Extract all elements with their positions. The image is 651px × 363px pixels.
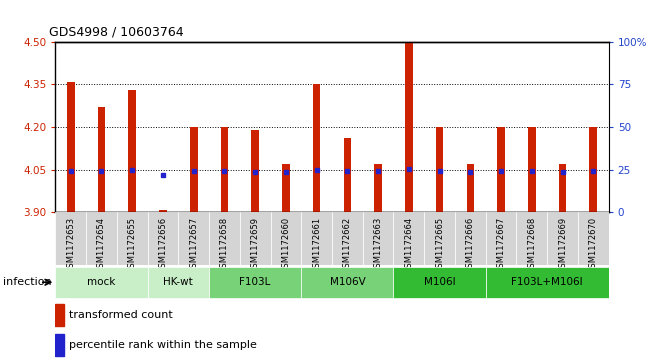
Bar (178, 212, 209, 265)
Text: M106I: M106I (424, 277, 456, 287)
Bar (86, 212, 117, 265)
Bar (393, 212, 424, 265)
Bar (67, 82, 75, 212)
Bar (282, 164, 290, 212)
Bar (209, 267, 301, 298)
Text: percentile rank within the sample: percentile rank within the sample (69, 340, 256, 350)
Bar (455, 212, 486, 265)
Bar (424, 212, 455, 265)
Bar (301, 267, 393, 298)
Text: GSM1172661: GSM1172661 (312, 217, 321, 273)
Bar (209, 212, 240, 265)
Bar (190, 127, 197, 212)
Text: GSM1172654: GSM1172654 (97, 217, 106, 273)
Bar (148, 212, 178, 265)
Bar (159, 209, 167, 212)
Text: GSM1172656: GSM1172656 (158, 217, 167, 273)
Bar (251, 130, 259, 212)
Text: HK-wt: HK-wt (163, 277, 193, 287)
Text: GSM1172662: GSM1172662 (343, 217, 352, 273)
Text: GDS4998 / 10603764: GDS4998 / 10603764 (49, 25, 184, 38)
Bar (516, 212, 547, 265)
Text: GSM1172667: GSM1172667 (497, 217, 506, 273)
Bar (486, 212, 516, 265)
Text: F103L+M106I: F103L+M106I (512, 277, 583, 287)
Bar (271, 212, 301, 265)
Bar (55, 267, 148, 298)
Bar (55, 304, 64, 326)
Bar (528, 127, 536, 212)
Bar (436, 127, 443, 212)
Text: M106V: M106V (329, 277, 365, 287)
Bar (98, 107, 105, 212)
Bar (393, 267, 486, 298)
Text: GSM1172670: GSM1172670 (589, 217, 598, 273)
Bar (221, 127, 229, 212)
Text: GSM1172657: GSM1172657 (189, 217, 198, 273)
Bar (128, 90, 136, 212)
Bar (467, 164, 474, 212)
Bar (240, 212, 271, 265)
Bar (589, 127, 597, 212)
Bar (405, 42, 413, 212)
Bar (363, 212, 393, 265)
Text: GSM1172660: GSM1172660 (281, 217, 290, 273)
Text: GSM1172655: GSM1172655 (128, 217, 137, 273)
Bar (374, 164, 382, 212)
Bar (55, 212, 86, 265)
Bar (301, 212, 332, 265)
Bar (559, 164, 566, 212)
Text: transformed count: transformed count (69, 310, 173, 320)
Bar (312, 84, 320, 212)
Text: GSM1172669: GSM1172669 (558, 217, 567, 273)
Text: GSM1172659: GSM1172659 (251, 217, 260, 273)
Text: GSM1172663: GSM1172663 (374, 217, 383, 273)
Bar (578, 212, 609, 265)
Bar (332, 212, 363, 265)
Bar (547, 212, 578, 265)
Text: GSM1172665: GSM1172665 (435, 217, 444, 273)
Bar (117, 212, 148, 265)
Text: GSM1172658: GSM1172658 (220, 217, 229, 273)
Text: F103L: F103L (240, 277, 271, 287)
Text: mock: mock (87, 277, 116, 287)
Text: GSM1172653: GSM1172653 (66, 217, 76, 273)
Bar (497, 127, 505, 212)
Bar (486, 267, 609, 298)
Text: GSM1172664: GSM1172664 (404, 217, 413, 273)
Text: GSM1172666: GSM1172666 (466, 217, 475, 273)
Bar (55, 334, 64, 356)
Bar (148, 267, 209, 298)
Bar (344, 138, 352, 212)
Text: GSM1172668: GSM1172668 (527, 217, 536, 273)
Text: infection: infection (3, 277, 52, 287)
